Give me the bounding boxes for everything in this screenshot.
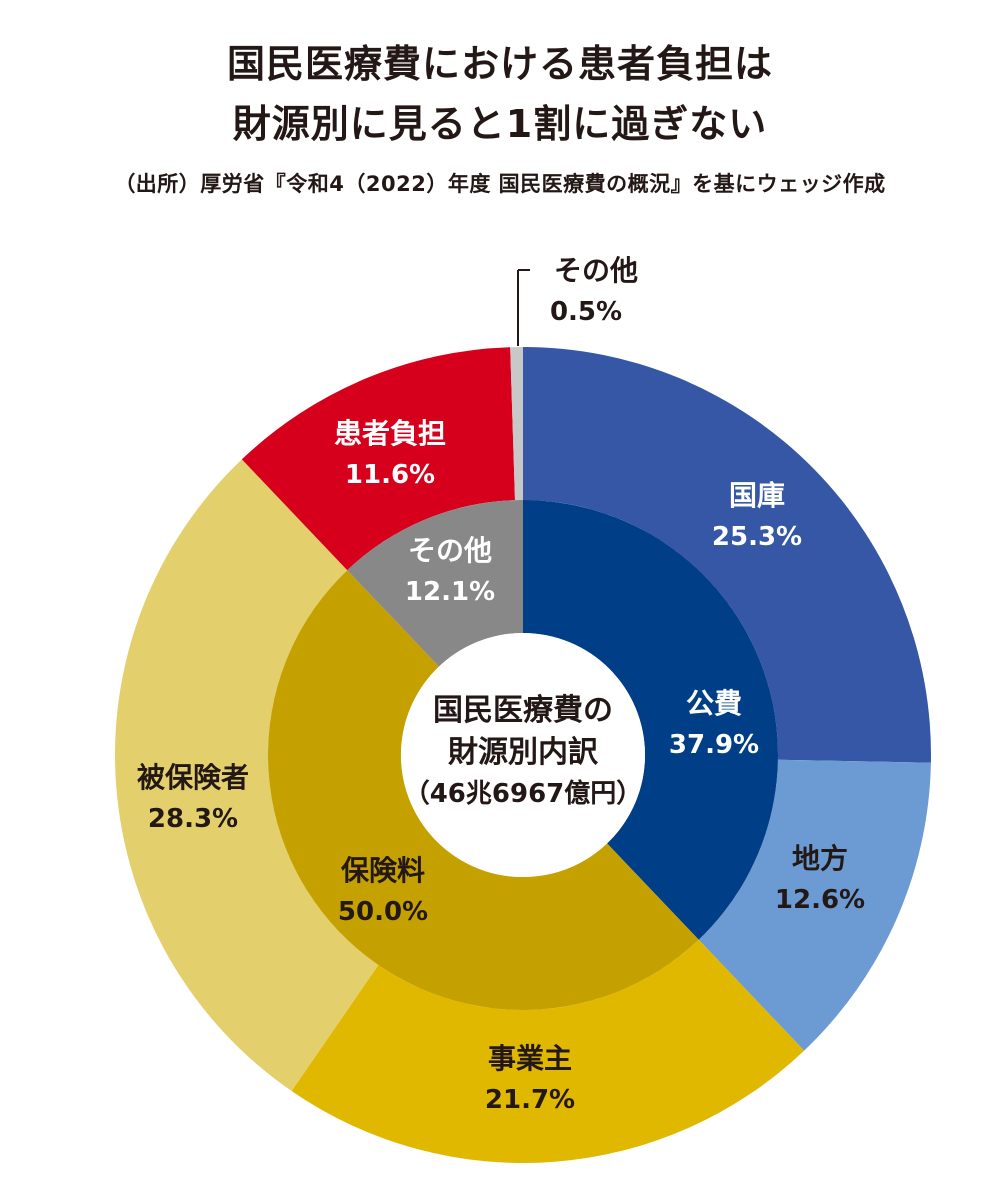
source-note: （出所）厚労省『令和4（2022）年度 国民医療費の概況』を基にウェッジ作成	[114, 172, 886, 196]
outer-label-name-5: 患者負担	[334, 417, 446, 450]
inner-label-value-1: 37.9%	[669, 730, 759, 760]
outer-label-value-5: 11.6%	[345, 460, 435, 490]
outer-slice-3	[291, 939, 805, 1163]
outer-slice-1	[523, 347, 931, 763]
outer-label-name-3: 事業主	[488, 1042, 572, 1075]
outer-slice-4	[114, 459, 379, 1092]
outer-label-name-6: その他	[554, 254, 638, 287]
outer-label-value-2: 12.6%	[775, 885, 865, 915]
outer-label-name-1: 国庫	[729, 479, 785, 512]
inner-label-name-2: 保険料	[341, 854, 425, 887]
outer-slice-6	[510, 347, 523, 501]
outer-slice-5	[241, 347, 515, 571]
outer-slice-2	[698, 759, 931, 1051]
inner-slice-2	[268, 570, 699, 1011]
chart-title-line2: 財源別に見ると1割に過ぎない	[232, 102, 768, 146]
center-label-line3: （46兆6967億円）	[404, 779, 643, 809]
outer-label-value-6: 0.5%	[550, 297, 622, 327]
chart-title-line1: 国民医療費における患者負担は	[226, 42, 773, 86]
outer-label-name-2: 地方	[792, 842, 848, 875]
inner-label-value-3: 12.1%	[405, 577, 495, 607]
donut-hole	[401, 633, 645, 877]
inner-label-value-2: 50.0%	[338, 897, 428, 927]
inner-slice-3	[347, 500, 523, 667]
outer-label-name-4: 被保険者	[137, 761, 249, 794]
inner-slice-1	[523, 500, 778, 940]
outer-label-value-4: 28.3%	[148, 804, 238, 834]
center-label-line1: 国民医療費の	[433, 693, 613, 728]
inner-label-name-3: その他	[408, 534, 492, 567]
outer-label-value-3: 21.7%	[485, 1085, 575, 1115]
inner-label-name-1: 公費	[686, 687, 742, 720]
center-label-line2: 財源別内訳	[448, 735, 599, 770]
outer-label-value-1: 25.3%	[712, 522, 802, 552]
